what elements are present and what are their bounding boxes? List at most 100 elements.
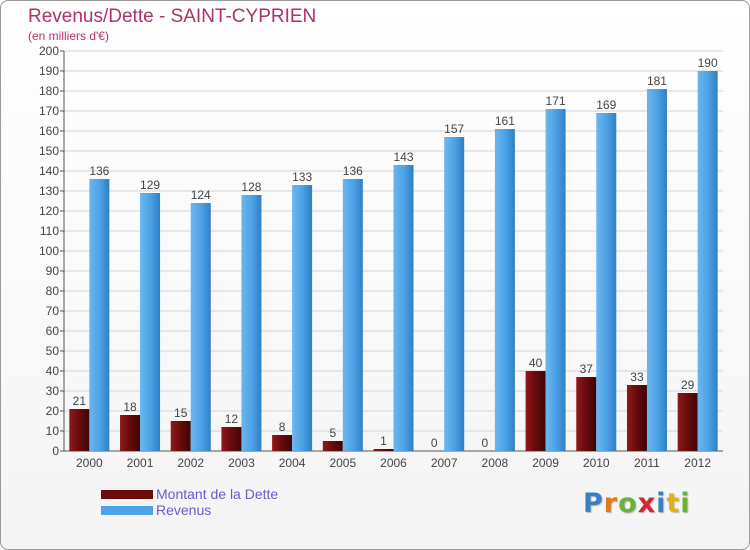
y-tick-label: 90 [46,264,60,278]
legend-swatch-debt [101,490,153,499]
x-tick-label: 2001 [127,456,154,470]
data-label-revenue: 171 [546,94,566,108]
data-label-revenue: 133 [292,170,312,184]
data-label-debt: 29 [681,378,695,392]
bar-revenue [444,137,465,451]
data-label-debt: 21 [73,394,87,408]
data-label-revenue: 190 [698,56,718,70]
y-tick-label: 10 [46,424,60,438]
data-label-revenue: 124 [191,188,211,202]
logo-letter: i [656,488,667,519]
y-tick-label: 70 [46,304,60,318]
x-tick-label: 2008 [482,456,509,470]
x-tick-label: 2003 [228,456,255,470]
y-tick-label: 180 [39,84,59,98]
data-label-revenue: 169 [596,98,616,112]
bar-revenue [545,109,566,451]
x-tick-label: 2010 [583,456,610,470]
x-tick-label: 2002 [177,456,204,470]
data-label-debt: 12 [225,412,239,426]
y-tick-label: 200 [39,44,59,58]
y-tick-label: 0 [52,444,59,458]
data-label-debt: 15 [174,406,188,420]
data-label-revenue: 136 [89,164,109,178]
data-label-debt: 8 [279,420,286,434]
x-tick-label: 2006 [380,456,407,470]
bar-revenue [596,113,617,451]
y-tick-label: 110 [40,224,59,238]
data-label-debt: 33 [630,370,644,384]
data-label-debt: 0 [431,436,438,450]
bar-debt [170,421,191,451]
bar-revenue [190,203,211,451]
x-tick-label: 2011 [634,456,660,470]
y-tick-label: 170 [39,104,59,118]
y-tick-label: 50 [46,344,60,358]
y-tick-label: 120 [39,204,59,218]
bar-debt [322,441,343,451]
legend-swatch-revenue [101,506,153,515]
proxiti-logo: Proxiti [583,488,691,519]
logo-letter: P [583,488,604,519]
bar-debt [525,371,546,451]
x-tick-label: 2007 [431,456,458,470]
data-label-revenue: 129 [140,178,160,192]
data-label-debt: 1 [380,434,387,448]
bar-debt [626,385,647,451]
bar-revenue [697,71,718,451]
y-tick-label: 100 [39,244,59,258]
y-tick-label: 130 [39,184,59,198]
bar-revenue [646,89,667,451]
data-label-revenue: 136 [343,164,363,178]
data-label-debt: 0 [482,436,489,450]
bar-debt [677,393,698,451]
data-label-debt: 5 [329,426,336,440]
data-label-revenue: 128 [241,180,261,194]
y-tick-label: 30 [46,384,60,398]
bar-revenue [393,165,414,451]
x-tick-label: 2005 [329,456,356,470]
bar-debt [69,409,90,451]
bar-revenue [89,179,110,451]
logo-letter: i [680,488,691,519]
y-tick-label: 40 [46,364,60,378]
data-label-revenue: 143 [393,150,413,164]
bar-debt [272,435,293,451]
data-label-debt: 40 [529,356,543,370]
legend-label-debt: Montant de la Dette [156,486,279,502]
logo-letter: r [603,488,619,519]
y-tick-label: 80 [46,284,60,298]
logo-letter: x [637,488,657,519]
y-tick-label: 20 [46,404,60,418]
x-tick-label: 2009 [532,456,559,470]
chart-title: Revenus/Dette - SAINT-CYPRIEN [28,6,317,27]
bar-revenue [494,129,515,451]
bar-revenue [241,195,262,451]
bar-revenue [140,193,161,451]
bar-revenue [292,185,313,451]
x-tick-label: 2000 [76,456,103,470]
bar-debt [221,427,242,451]
data-label-revenue: 157 [444,122,464,136]
bar-debt [120,415,141,451]
bar-revenue [342,179,363,451]
logo-letter: o [618,488,638,519]
bar-debt [373,449,394,451]
legend-label-revenue: Revenus [156,502,212,518]
data-label-debt: 18 [123,400,137,414]
x-tick-label: 2004 [279,456,306,470]
y-tick-label: 60 [46,324,60,338]
chart-subtitle: (en milliers d'€) [28,29,109,43]
data-label-revenue: 181 [647,74,667,88]
logo-letter: t [666,488,681,519]
y-tick-label: 160 [39,124,59,138]
y-tick-label: 140 [39,164,59,178]
data-label-debt: 37 [580,362,594,376]
bar-debt [576,377,597,451]
y-tick-label: 150 [39,144,59,158]
y-tick-label: 190 [39,64,59,78]
x-tick-label: 2012 [684,456,711,470]
data-label-revenue: 161 [495,114,515,128]
